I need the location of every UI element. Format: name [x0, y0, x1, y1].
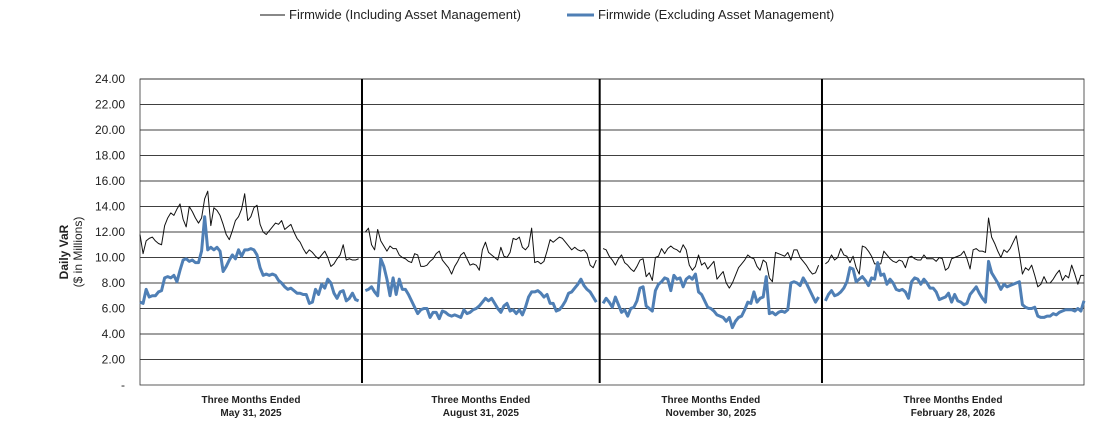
y-axis-label: Daily VaR	[57, 224, 71, 279]
gridlines	[140, 78, 1084, 360]
period-label-line2: February 28, 2026	[911, 408, 996, 419]
y-tick-label: 6.00	[102, 302, 126, 316]
y-tick-label: 22.00	[95, 98, 125, 112]
period-label-line1: Three Months Ended	[904, 395, 1003, 406]
plot-area	[139, 78, 1085, 386]
period-label-line1: Three Months Ended	[661, 395, 760, 406]
series-excluding-line	[601, 272, 820, 330]
y-tick-label: 24.00	[95, 72, 125, 86]
period-label-line1: Three Months Ended	[202, 395, 301, 406]
period-labels: Three Months Ended May 31, 2025 Three Mont…	[202, 395, 1003, 419]
y-tick-label: 16.00	[95, 174, 125, 188]
series-including-line	[364, 227, 597, 275]
y-tick-label: 2.00	[102, 353, 126, 367]
series-including-line	[139, 190, 359, 267]
y-axis-sublabel: ($ in Millions)	[71, 217, 85, 288]
y-tick-label: -	[121, 378, 125, 392]
series-excluding-line	[824, 259, 1086, 319]
y-tick-label: 18.00	[95, 149, 125, 163]
y-axis-title: Daily VaR ($ in Millions)	[57, 217, 85, 288]
series-lines	[139, 190, 1086, 330]
series-including-line	[602, 244, 820, 289]
period-label-line2: August 31, 2025	[443, 408, 520, 419]
series-including-line	[825, 217, 1084, 288]
y-tick-labels: - 2.00 4.00 6.00 8.00 10.00 12.00 14.00 16.00 18.…	[95, 72, 125, 392]
series-excluding-line	[139, 215, 360, 305]
legend-label-excluding: Firmwide (Excluding Asset Management)	[598, 7, 834, 22]
legend: Firmwide (Including Asset Management) Fi…	[260, 7, 834, 22]
legend-label-including: Firmwide (Including Asset Management)	[289, 7, 521, 22]
period-label-line2: November 30, 2025	[666, 408, 757, 419]
y-tick-label: 14.00	[95, 200, 125, 214]
period-dividers	[360, 79, 823, 383]
period-label-line2: May 31, 2025	[220, 408, 282, 419]
series-excluding-line	[364, 257, 598, 321]
y-tick-label: 20.00	[95, 123, 125, 137]
period-label-line1: Three Months Ended	[431, 395, 530, 406]
y-tick-label: 12.00	[95, 225, 125, 239]
y-tick-label: 4.00	[102, 327, 126, 341]
y-tick-label: 8.00	[102, 276, 126, 290]
y-tick-label: 10.00	[95, 251, 125, 265]
